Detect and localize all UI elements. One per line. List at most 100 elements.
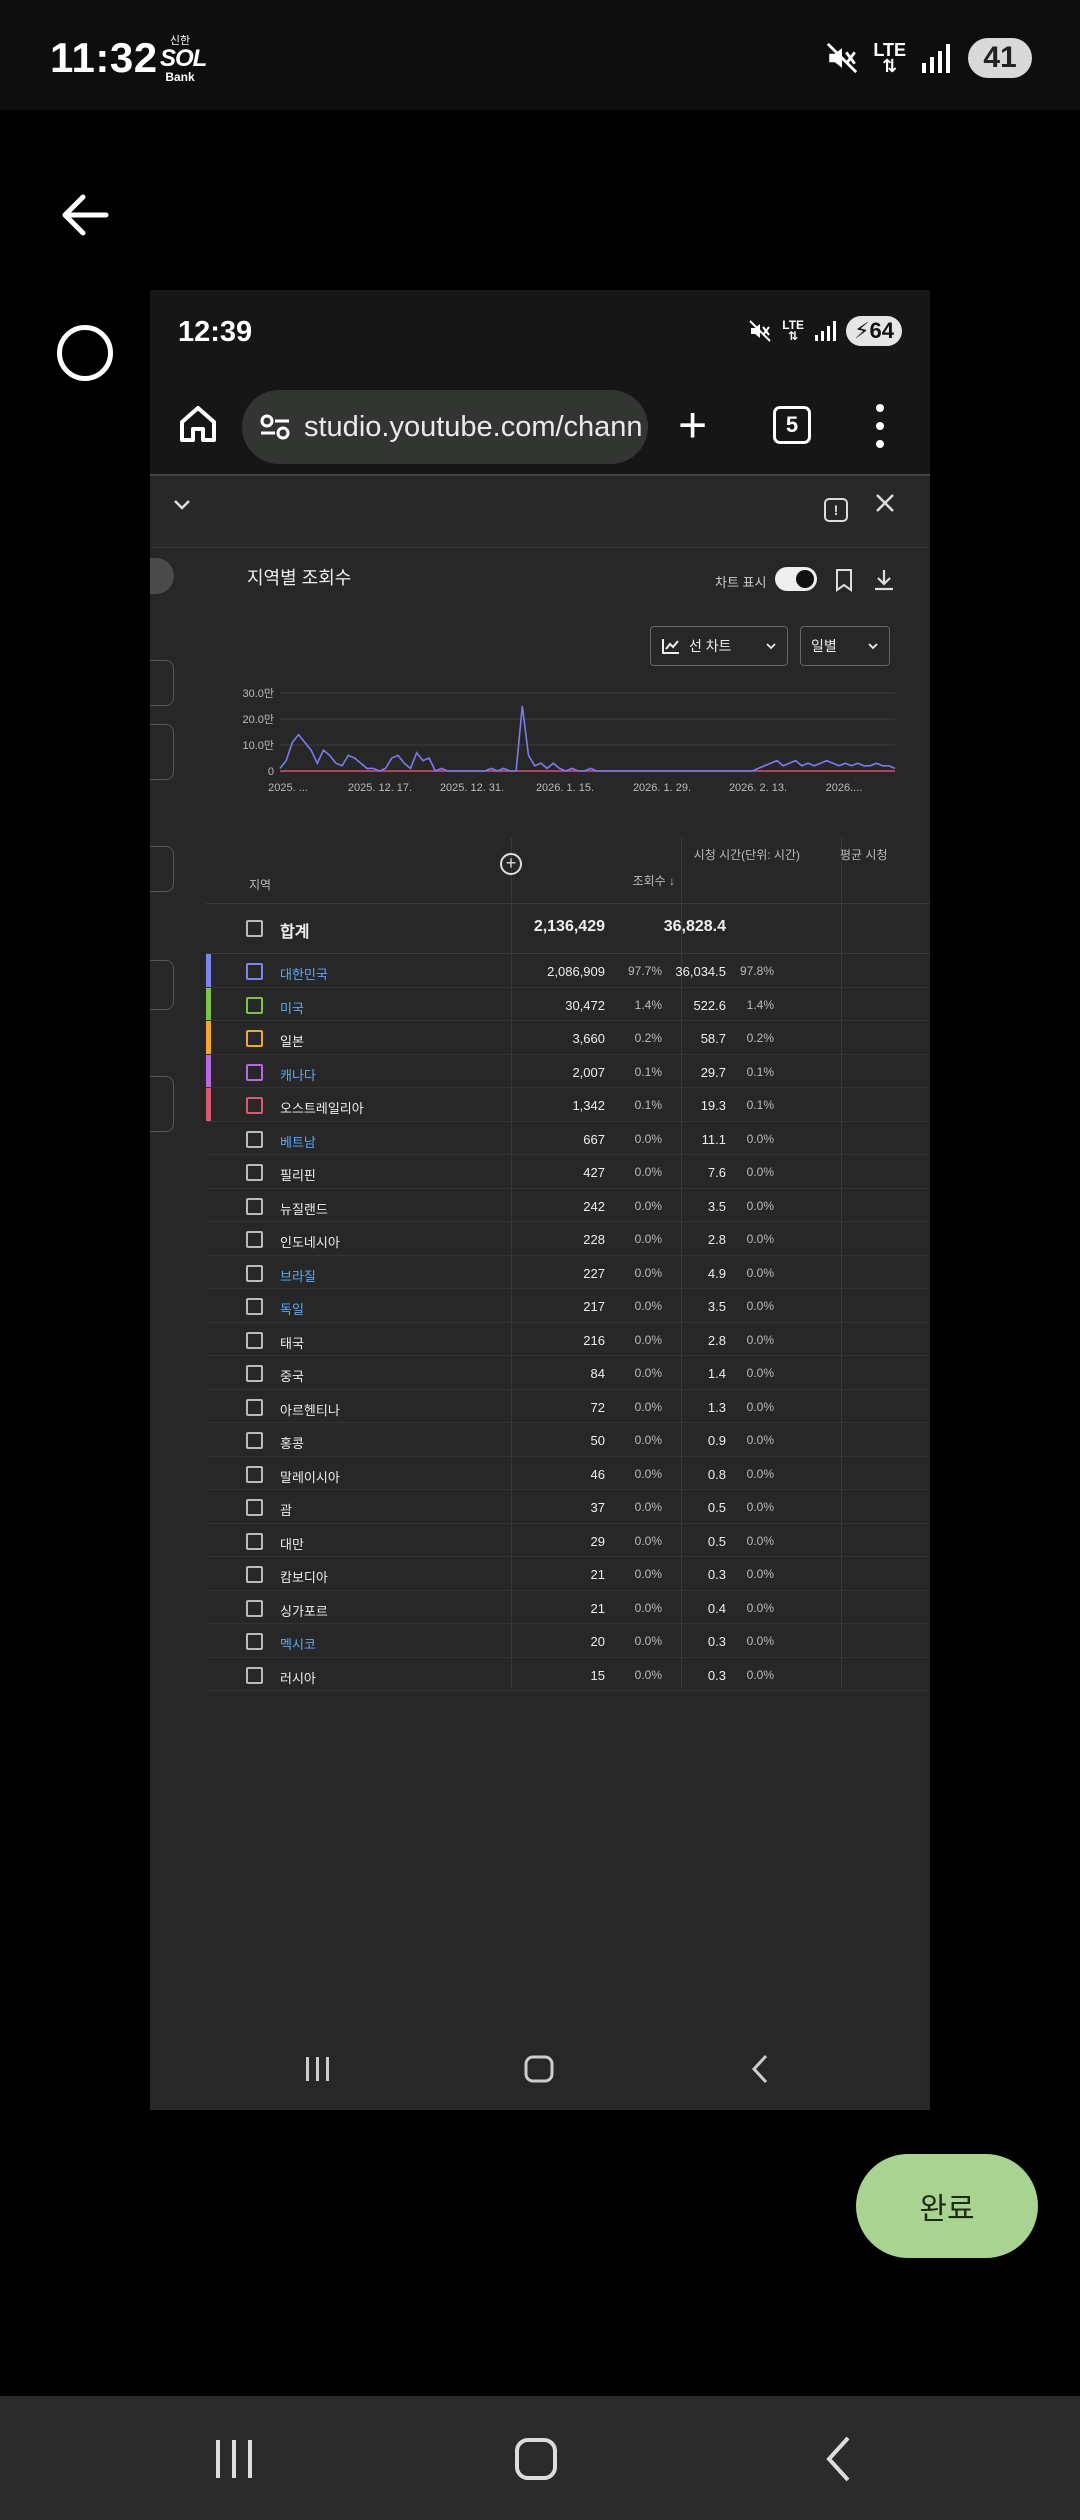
row-checkbox[interactable]	[246, 1532, 263, 1550]
row-checkbox[interactable]	[246, 1566, 263, 1583]
views-value: 427	[583, 1165, 605, 1180]
views-value: 227	[583, 1265, 605, 1281]
table-row: 괌 37 0.0% 0.5 0.0%	[206, 1490, 930, 1524]
views-value: 242	[583, 1198, 605, 1214]
total-checkbox[interactable]	[246, 920, 263, 937]
interval-dropdown[interactable]: 일별	[800, 626, 890, 666]
row-checkbox[interactable]	[246, 1599, 263, 1617]
row-checkbox[interactable]	[246, 1164, 263, 1181]
watch-time-percent: 0.0%	[746, 1433, 774, 1447]
region-name: 싱가포르	[280, 1603, 328, 1619]
bookmark-icon[interactable]	[834, 568, 854, 592]
views-percent: 0.0%	[634, 1600, 662, 1615]
row-checkbox[interactable]	[246, 1432, 263, 1449]
region-name[interactable]: 베트남	[280, 1134, 316, 1150]
back-arrow-icon[interactable]	[58, 188, 112, 242]
left-edge-dropdown	[150, 846, 174, 892]
sol-badge-main: SOL	[160, 45, 207, 72]
home-icon[interactable]	[176, 402, 220, 446]
views-value: 1,342	[572, 1098, 605, 1113]
row-checkbox[interactable]	[246, 963, 263, 980]
captured-screenshot: 12:39 LTE ⇅ ⚡ 64 studio.youtube.com/chann …	[150, 290, 930, 2110]
row-checkbox[interactable]	[246, 1331, 263, 1349]
recent-apps-icon[interactable]	[216, 2440, 252, 2478]
watch-time-percent: 97.8%	[739, 964, 774, 978]
row-checkbox[interactable]	[246, 1465, 263, 1483]
feedback-icon[interactable]: !	[824, 498, 848, 522]
row-checkbox[interactable]	[246, 1130, 263, 1148]
views-value: 15	[590, 1667, 605, 1683]
watch-time-value: 0.3	[707, 1634, 726, 1649]
table-row: 말레이시아 46 0.0% 0.8 0.0%	[206, 1457, 930, 1490]
chart-display-toggle[interactable]	[775, 567, 817, 591]
signal-icon	[815, 321, 837, 341]
views-percent: 0.0%	[634, 1567, 662, 1581]
views-value: 29	[590, 1533, 605, 1549]
signal-icon	[922, 44, 950, 73]
region-name[interactable]: 멕시코	[280, 1637, 316, 1652]
watch-time-value: 0.3	[707, 1567, 726, 1582]
row-checkbox[interactable]	[246, 1030, 263, 1047]
header-views[interactable]: 조회수 ↓	[632, 874, 675, 888]
watch-time-percent: 0.0%	[746, 1299, 774, 1313]
watch-time-percent: 0.0%	[746, 1366, 774, 1380]
header-region[interactable]: 지역	[249, 878, 272, 892]
watch-time-value: 0.4	[707, 1600, 726, 1616]
chevron-down-icon[interactable]	[172, 498, 192, 512]
views-percent: 0.0%	[634, 1634, 662, 1648]
x-tick-label: 2026. 1. 29.	[633, 782, 691, 794]
home-nav-icon[interactable]	[515, 2438, 557, 2480]
table-row: 미국 30,472 1.4% 522.6 1.4%	[206, 987, 930, 1021]
home-nav-icon[interactable]	[524, 2055, 554, 2083]
done-button[interactable]: 완료	[856, 2154, 1038, 2258]
row-checkbox[interactable]	[246, 1666, 263, 1684]
row-checkbox[interactable]	[246, 1097, 263, 1114]
circle-select-icon[interactable]	[57, 325, 113, 381]
row-checkbox[interactable]	[246, 1264, 263, 1282]
row-checkbox[interactable]	[246, 1633, 263, 1650]
row-checkbox[interactable]	[246, 1063, 263, 1081]
left-edge-dropdown	[150, 960, 174, 1010]
back-nav-icon[interactable]	[826, 2436, 850, 2482]
new-tab-button[interactable]: +	[678, 397, 708, 453]
watch-time-value: 4.9	[707, 1265, 726, 1281]
region-name: 뉴질랜드	[280, 1201, 328, 1217]
add-metric-icon[interactable]: +	[500, 853, 522, 875]
table-row: 캄보디아 21 0.0% 0.3 0.0%	[206, 1557, 930, 1591]
row-checkbox[interactable]	[246, 1197, 263, 1215]
back-nav-icon[interactable]	[751, 2054, 768, 2084]
close-icon[interactable]	[874, 492, 896, 514]
row-checkbox[interactable]	[246, 996, 263, 1014]
row-checkbox[interactable]	[246, 1398, 263, 1416]
download-icon[interactable]	[873, 568, 895, 592]
tab-switcher-button[interactable]: 5	[773, 406, 811, 444]
chart-type-dropdown[interactable]: 선 차트	[650, 626, 788, 666]
recent-apps-icon[interactable]	[306, 2057, 329, 2081]
region-name[interactable]: 대한민국	[280, 967, 328, 982]
region-name: 필리핀	[280, 1168, 316, 1183]
site-settings-icon[interactable]	[260, 414, 290, 440]
outer-status-bar: 11:32 신한 SOL Bank LTE ⇅ 41	[0, 0, 1080, 110]
panel-header: !	[150, 478, 930, 548]
region-name[interactable]: 브라질	[280, 1268, 316, 1284]
row-checkbox[interactable]	[246, 1298, 263, 1315]
region-name[interactable]: 미국	[280, 1000, 304, 1016]
address-bar[interactable]: studio.youtube.com/chann	[242, 390, 648, 464]
views-percent: 0.0%	[634, 1399, 662, 1414]
region-name[interactable]: 캐나다	[280, 1067, 316, 1083]
table-row: 뉴질랜드 242 0.0% 3.5 0.0%	[206, 1189, 930, 1222]
row-checkbox[interactable]	[246, 1499, 263, 1516]
more-menu-icon[interactable]	[875, 404, 885, 448]
watch-time-percent: 0.0%	[746, 1165, 774, 1179]
inner-clock: 12:39	[178, 316, 253, 348]
row-checkbox[interactable]	[246, 1365, 263, 1382]
row-checkbox[interactable]	[246, 1231, 263, 1248]
interval-label: 일별	[811, 638, 837, 654]
table-row: 태국 216 0.0% 2.8 0.0%	[206, 1323, 930, 1356]
header-watch-time[interactable]: 시청 시간(단위: 시간)	[693, 848, 800, 862]
watch-time-percent: 0.2%	[746, 1031, 774, 1045]
browser-toolbar: studio.youtube.com/chann + 5	[150, 378, 930, 476]
region-name[interactable]: 독일	[280, 1302, 304, 1317]
header-avg-view[interactable]: 평균 시청	[840, 848, 888, 862]
inner-nav-bar	[306, 2054, 768, 2084]
